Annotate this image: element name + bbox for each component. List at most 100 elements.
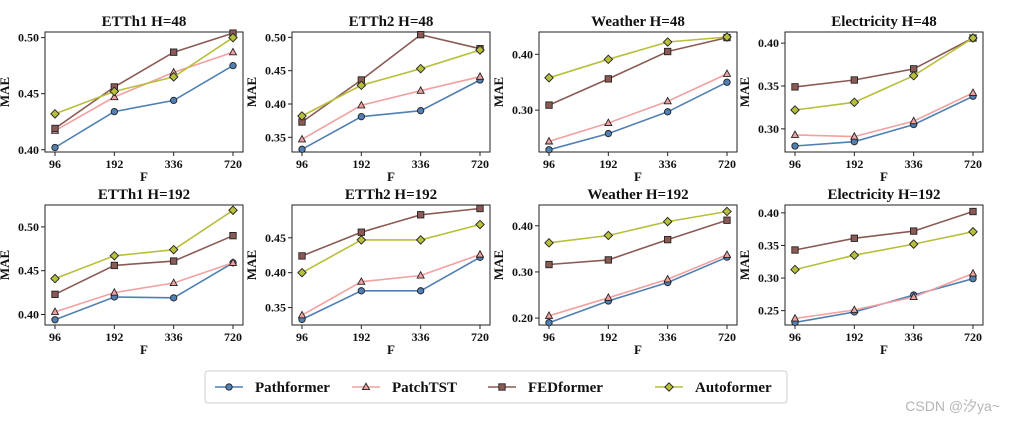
y-axis-label: MAE bbox=[491, 250, 506, 280]
data-point-patchtst bbox=[416, 270, 425, 279]
data-point-autoformer bbox=[908, 239, 919, 249]
y-tick-label: 0.30 bbox=[512, 265, 533, 279]
series-line-patchtst bbox=[54, 51, 234, 132]
series-line-pathformer bbox=[548, 81, 728, 151]
legend-marker bbox=[361, 382, 371, 391]
plot-frame bbox=[538, 204, 738, 326]
y-axis-label: MAE bbox=[737, 77, 752, 107]
series-line-autoformer bbox=[794, 230, 974, 271]
data-point-patchtst bbox=[297, 310, 307, 319]
y-axis-label: MAE bbox=[737, 250, 752, 280]
data-point-pathformer bbox=[604, 129, 612, 138]
series-pathformer bbox=[51, 61, 237, 152]
x-tick-label: 720 bbox=[224, 157, 242, 171]
data-point-patchtst bbox=[228, 258, 238, 266]
x-tick-label: 336 bbox=[659, 330, 677, 344]
chart-title: Weather H=192 bbox=[587, 187, 688, 203]
series-patchtst bbox=[790, 88, 978, 140]
chart-title: Electricity H=192 bbox=[827, 187, 940, 203]
x-tick-label: 96 bbox=[296, 157, 308, 171]
x-tick-label: 96 bbox=[789, 330, 801, 344]
chart-panel-etth2-h-192: ETTh2 H=192 0.35 0.40 0.45 96 192 336 720 F MAE bbox=[244, 187, 491, 357]
data-point-autoformer bbox=[356, 80, 367, 91]
data-point-autoformer bbox=[603, 54, 614, 65]
data-point-fedformer bbox=[969, 207, 977, 216]
y-tick-label: 0.30 bbox=[758, 122, 779, 136]
data-point-patchtst bbox=[722, 250, 732, 258]
y-tick-label: 0.35 bbox=[265, 130, 286, 144]
series-line-pathformer bbox=[794, 95, 974, 147]
y-tick-label: 0.40 bbox=[18, 307, 39, 321]
data-point-pathformer bbox=[723, 78, 731, 86]
data-point-autoformer bbox=[50, 273, 60, 284]
series-line-fedformer bbox=[54, 32, 234, 130]
chart-panel-electricity-h-192: Electricity H=192 0.25 0.30 0.35 0.40 96 192 33… bbox=[737, 187, 984, 357]
series-line-patchtst bbox=[548, 73, 728, 143]
y-axis-label: MAE bbox=[0, 250, 12, 280]
y-tick-label: 0.40 bbox=[758, 206, 779, 220]
plot-frame bbox=[291, 31, 491, 153]
data-point-patchtst bbox=[663, 274, 672, 283]
series-line-autoformer bbox=[301, 223, 481, 274]
x-tick-label: 192 bbox=[845, 157, 863, 171]
data-point-autoformer bbox=[544, 238, 554, 248]
series-line-autoformer bbox=[794, 37, 974, 111]
chart-title: ETTh2 H=192 bbox=[345, 187, 437, 203]
data-point-pathformer bbox=[791, 142, 799, 150]
y-tick-label: 0.40 bbox=[18, 143, 39, 157]
x-tick-label: 96 bbox=[789, 157, 801, 171]
series-line-pathformer bbox=[301, 256, 481, 321]
data-point-autoformer bbox=[968, 33, 978, 43]
data-point-fedformer bbox=[170, 257, 178, 265]
data-point-autoformer bbox=[603, 230, 614, 241]
data-point-fedformer bbox=[604, 256, 612, 264]
x-tick-label: 336 bbox=[659, 157, 677, 171]
series-fedformer bbox=[545, 33, 731, 109]
data-point-fedformer bbox=[850, 76, 858, 84]
data-point-autoformer bbox=[415, 63, 426, 74]
legend-marker bbox=[498, 383, 506, 391]
series-pathformer bbox=[298, 253, 484, 324]
series-patchtst bbox=[297, 71, 485, 143]
series-line-autoformer bbox=[301, 49, 481, 117]
series-line-fedformer bbox=[548, 36, 728, 106]
x-tick-label: 336 bbox=[905, 330, 923, 344]
series-fedformer bbox=[791, 207, 977, 254]
data-point-fedformer bbox=[545, 260, 553, 269]
data-point-patchtst bbox=[909, 292, 918, 301]
data-point-patchtst bbox=[50, 307, 60, 315]
series-line-pathformer bbox=[548, 256, 728, 324]
series-autoformer bbox=[790, 226, 978, 275]
legend-label: Autoformer bbox=[695, 380, 772, 396]
y-tick-label: 0.45 bbox=[18, 264, 39, 278]
data-point-pathformer bbox=[51, 316, 59, 324]
data-point-autoformer bbox=[297, 267, 307, 278]
data-point-fedformer bbox=[476, 204, 484, 213]
data-point-autoformer bbox=[109, 86, 120, 97]
y-tick-label: 0.40 bbox=[758, 36, 779, 50]
x-tick-label: 192 bbox=[599, 157, 617, 171]
plot-frame bbox=[44, 31, 244, 153]
series-line-autoformer bbox=[54, 209, 234, 280]
chart-panel-etth1-h-48: ETTh1 H=48 0.40 0.45 0.50 96 192 336 720 F MAE bbox=[0, 14, 244, 184]
data-point-fedformer bbox=[417, 211, 425, 219]
data-point-autoformer bbox=[475, 219, 485, 230]
data-point-pathformer bbox=[357, 287, 365, 295]
data-point-pathformer bbox=[545, 319, 553, 327]
series-line-fedformer bbox=[301, 33, 481, 123]
data-point-patchtst bbox=[297, 134, 307, 143]
y-tick-label: 0.40 bbox=[265, 266, 286, 280]
chart-title: Weather H=48 bbox=[591, 14, 685, 30]
data-point-patchtst bbox=[544, 311, 554, 319]
data-point-pathformer bbox=[357, 113, 365, 121]
series-pathformer bbox=[298, 76, 484, 153]
chart-panel-etth1-h-192: ETTh1 H=192 0.40 0.45 0.50 96 192 336 720 F MAE bbox=[0, 187, 244, 357]
series-line-patchtst bbox=[794, 92, 974, 138]
x-tick-label: 720 bbox=[224, 330, 242, 344]
x-tick-label: 336 bbox=[165, 157, 183, 171]
data-point-fedformer bbox=[723, 216, 731, 224]
x-tick-label: 720 bbox=[471, 330, 489, 344]
x-tick-label: 720 bbox=[964, 157, 982, 171]
data-point-patchtst bbox=[110, 92, 119, 101]
x-tick-label: 96 bbox=[296, 330, 308, 344]
